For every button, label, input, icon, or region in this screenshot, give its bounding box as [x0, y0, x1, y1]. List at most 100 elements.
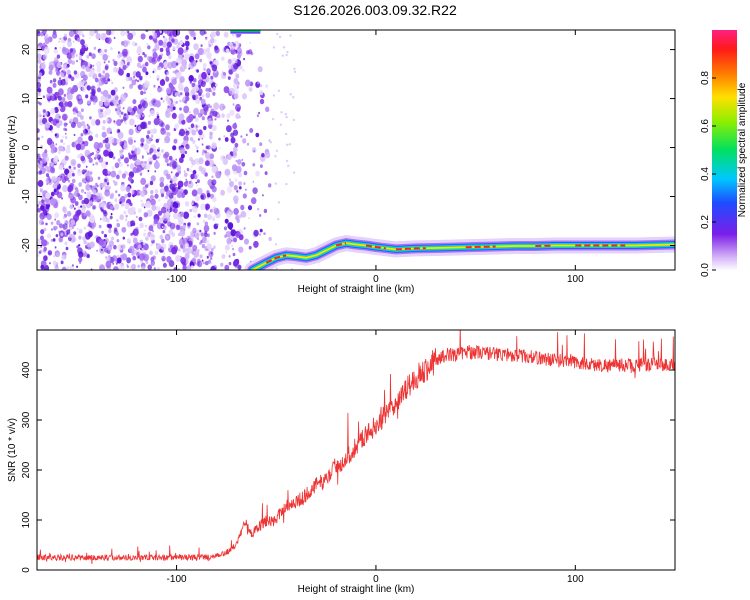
noise-dot	[67, 179, 71, 183]
noise-dot	[68, 30, 75, 37]
noise-dot	[194, 232, 200, 239]
noise-dot	[173, 138, 178, 144]
noise-dot	[50, 143, 55, 150]
noise-dot	[192, 139, 196, 144]
noise-dot	[205, 239, 210, 245]
noise-dot	[211, 216, 216, 221]
noise-dot	[114, 199, 118, 203]
noise-dot	[209, 110, 215, 117]
noise-dot	[200, 98, 206, 105]
noise-dot	[98, 73, 102, 78]
noise-dot	[237, 159, 242, 165]
noise-dot	[210, 117, 214, 121]
noise-dot	[200, 232, 204, 237]
noise-dot	[77, 154, 81, 159]
noise-dot	[69, 75, 72, 78]
noise-dot	[178, 113, 185, 121]
noise-dot	[102, 70, 106, 74]
noise-dot	[153, 218, 159, 225]
noise-dot	[191, 59, 197, 67]
noise-dot	[136, 47, 142, 55]
noise-dot	[86, 123, 89, 127]
noise-dot	[126, 257, 131, 264]
noise-dot	[108, 136, 115, 144]
noise-dot	[50, 166, 55, 174]
noise-dot	[83, 128, 88, 135]
noise-dot	[242, 68, 245, 72]
noise-dot	[272, 46, 276, 49]
noise-dot	[49, 262, 51, 265]
noise-dot	[128, 154, 133, 160]
noise-dot	[195, 128, 199, 132]
noise-dot	[141, 266, 146, 270]
noise-dot	[73, 166, 76, 170]
noise-dot	[131, 145, 136, 151]
noise-dot	[161, 206, 167, 214]
noise-dot	[62, 44, 65, 48]
noise-dot	[191, 189, 198, 197]
noise-dot	[126, 238, 131, 244]
noise-dot	[244, 238, 249, 245]
noise-dot	[149, 109, 155, 117]
x-tick-label: -100	[167, 274, 187, 285]
noise-dot	[184, 247, 188, 252]
noise-dot	[229, 87, 235, 96]
noise-dot	[224, 218, 229, 224]
noise-dot	[144, 229, 146, 232]
noise-dot	[164, 30, 169, 34]
noise-dot	[56, 252, 61, 258]
noise-dot	[147, 130, 151, 135]
noise-dot	[42, 109, 46, 113]
noise-dot	[150, 243, 153, 247]
noise-dot	[59, 77, 61, 80]
noise-dot	[52, 260, 57, 266]
noise-dot	[58, 164, 63, 170]
noise-dot	[109, 186, 112, 189]
noise-dot	[80, 188, 84, 193]
noise-dot	[45, 222, 48, 226]
noise-dot	[56, 62, 62, 69]
noise-dot	[140, 121, 147, 130]
noise-dot	[277, 201, 281, 204]
noise-dot	[90, 119, 97, 126]
noise-dot	[64, 168, 70, 176]
noise-dot	[199, 229, 202, 233]
noise-dot	[102, 215, 108, 223]
noise-dot	[110, 131, 113, 134]
noise-dot	[119, 254, 124, 260]
noise-dot	[233, 78, 239, 84]
noise-dot	[40, 264, 45, 270]
noise-dot	[40, 229, 45, 235]
noise-dot	[69, 226, 73, 231]
noise-dot	[204, 260, 209, 266]
noise-dot	[130, 220, 134, 225]
noise-dot	[124, 121, 127, 125]
colorbar: 0.0 0.2 0.4 0.6 0.8 Normalized spectral ampl…	[700, 30, 748, 277]
noise-dot	[127, 76, 131, 81]
noise-dot	[54, 96, 58, 101]
noise-dot	[225, 231, 231, 238]
y-tick-label: 400	[21, 361, 32, 378]
noise-dot	[37, 128, 40, 133]
noise-dot	[84, 191, 87, 194]
noise-dot	[191, 232, 195, 237]
noise-dot	[50, 191, 55, 197]
noise-dot	[221, 254, 225, 259]
noise-dot	[159, 66, 162, 70]
colorbar-gradient	[712, 30, 737, 270]
noise-dot	[243, 182, 246, 186]
noise-dot	[277, 89, 281, 92]
noise-dot	[165, 189, 172, 197]
noise-dot	[184, 53, 190, 60]
noise-dot	[76, 227, 79, 230]
noise-dot	[103, 211, 108, 217]
noise-dot	[95, 119, 101, 126]
noise-dot	[156, 115, 160, 119]
noise-dot	[82, 34, 85, 38]
noise-dot	[50, 108, 56, 115]
noise-dot	[292, 171, 296, 174]
noise-dot	[120, 111, 124, 115]
noise-dot	[190, 123, 195, 128]
noise-dot	[115, 190, 118, 194]
noise-dot	[188, 181, 192, 184]
